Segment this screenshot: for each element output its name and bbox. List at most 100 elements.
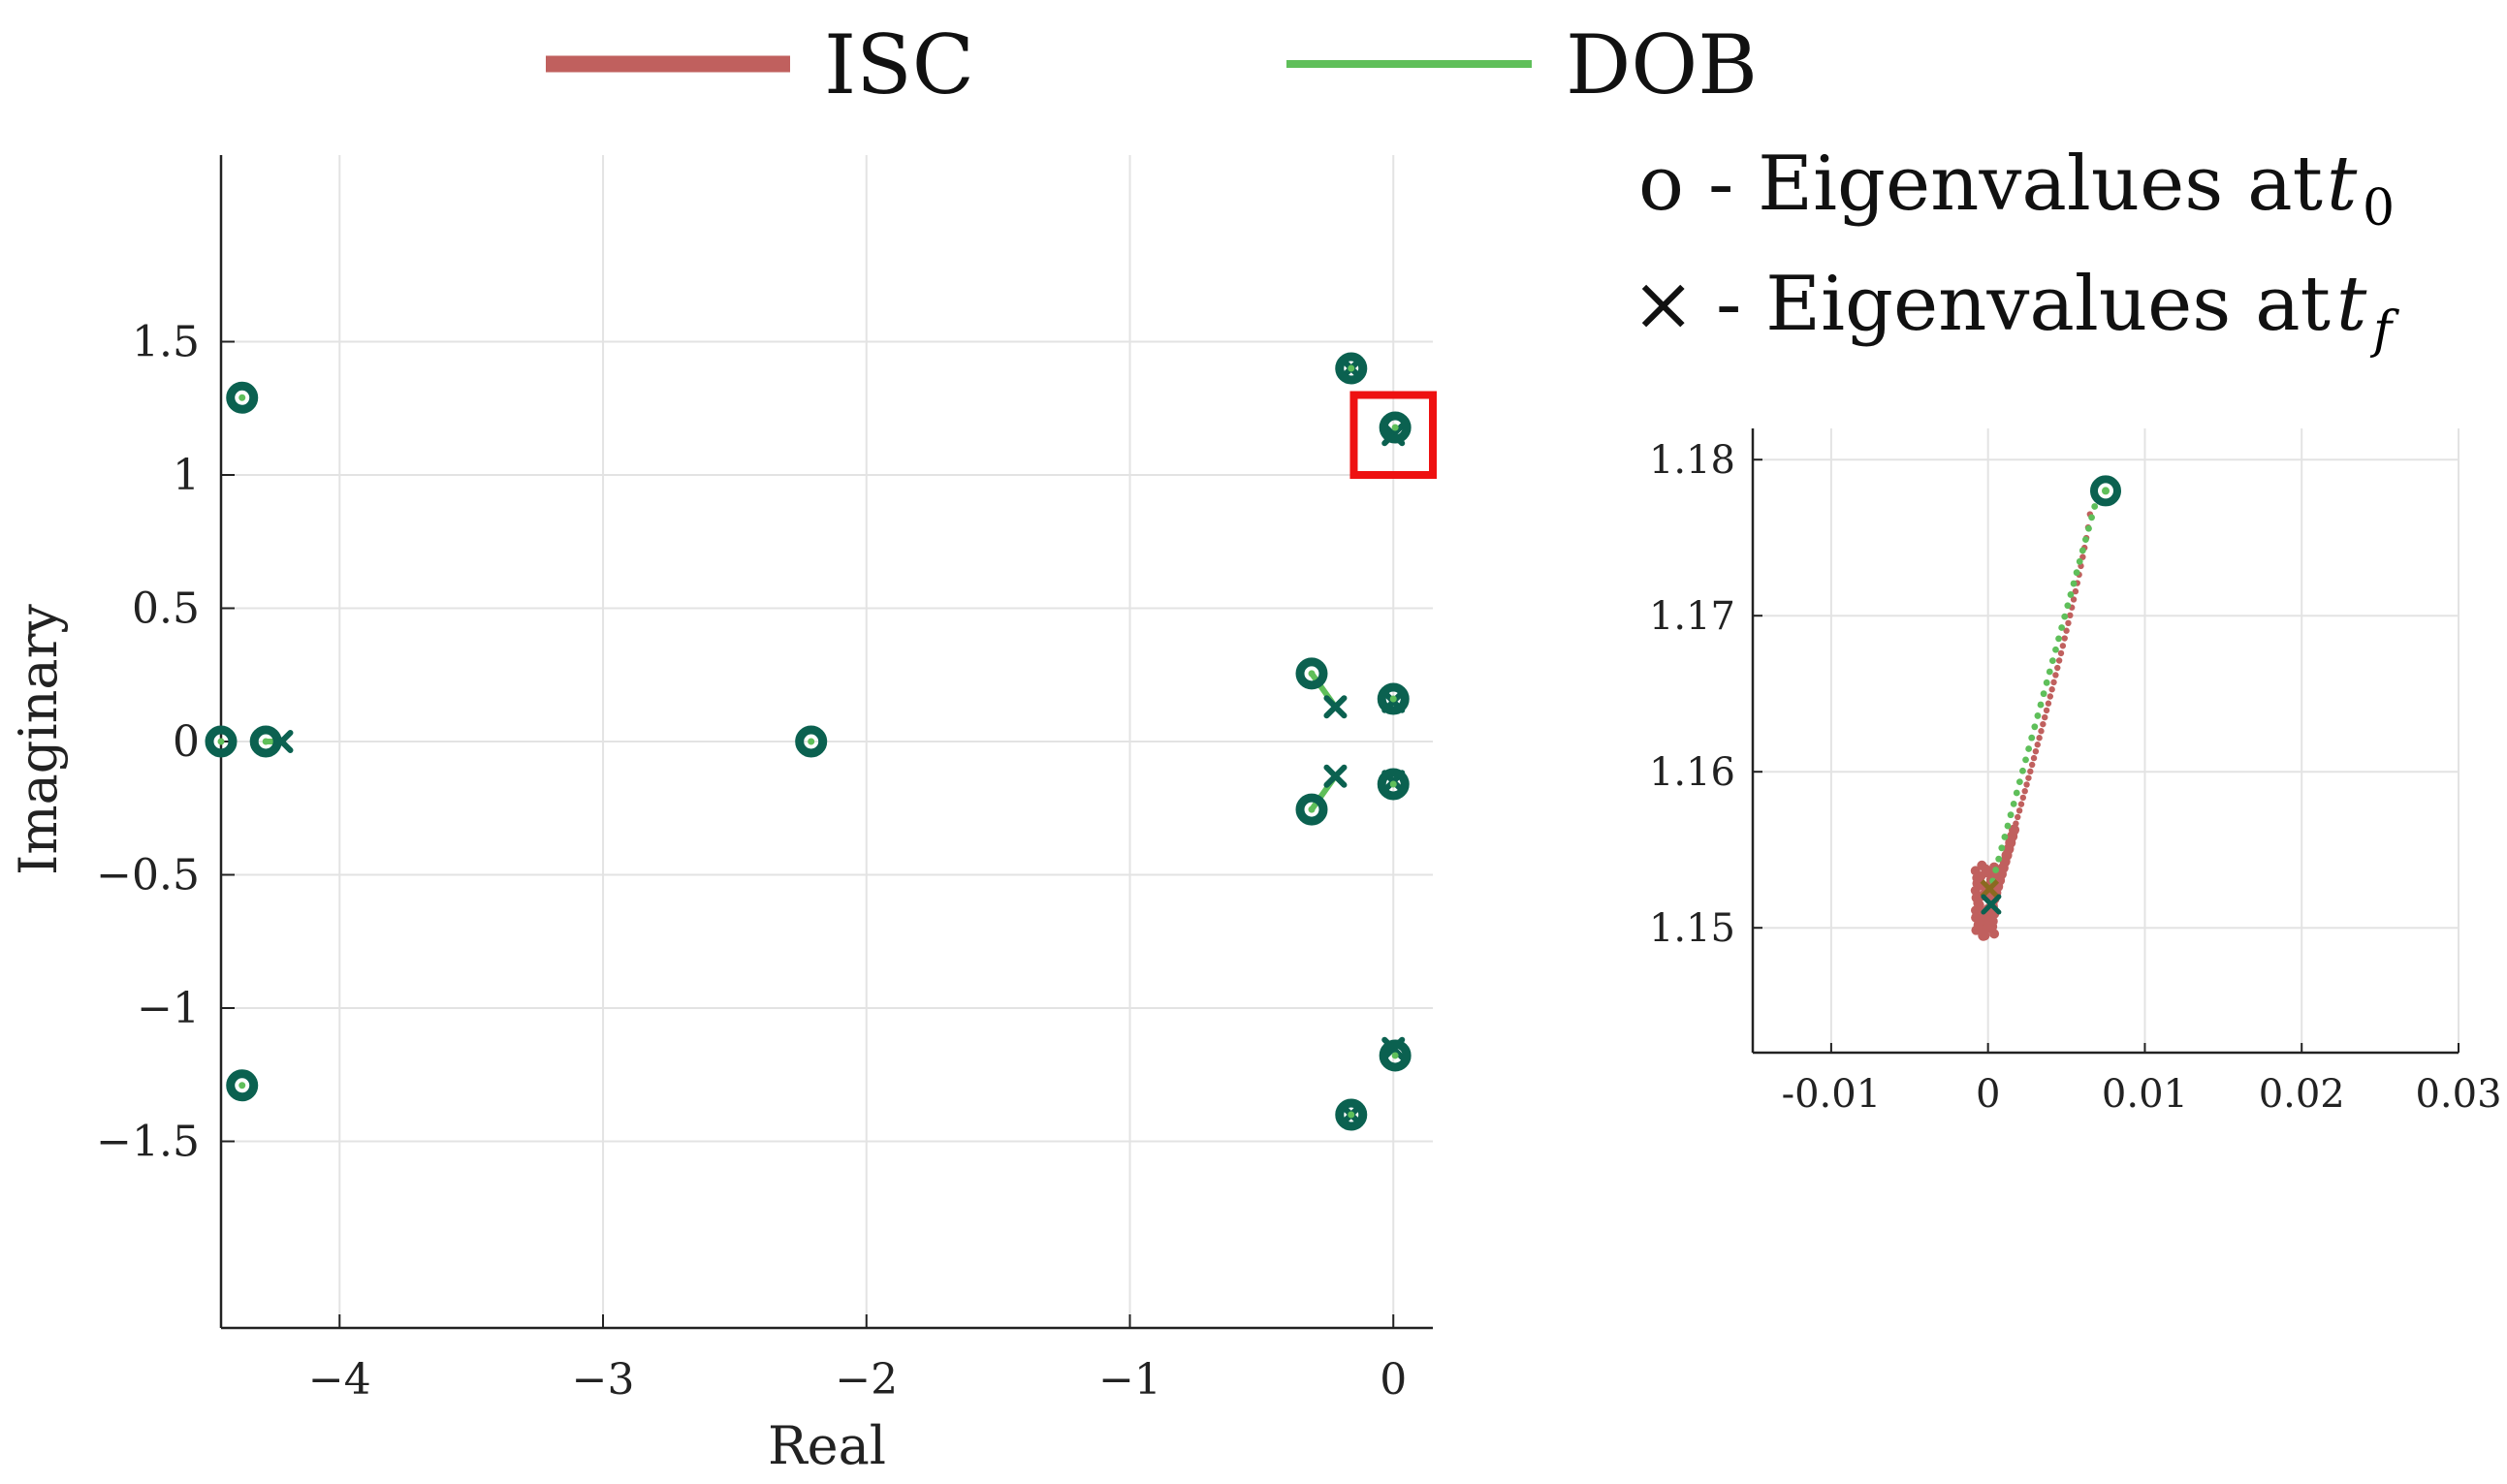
isc-trajectory-point [2065,619,2072,627]
eigenvalue-t0-marker [1379,411,1412,444]
eigenvalue-t0-center [217,738,225,745]
annotation-cross-text: - Eigenvalues at [1716,261,2331,348]
dob-trajectory-point [2048,657,2056,665]
isc-trajectory-point [2072,587,2079,595]
dob-trajectory-point [2088,514,2095,521]
isc-trajectory-point [2021,787,2028,795]
eigenvalue-t0-center [1391,424,1399,431]
isc-trajectory-point [2032,747,2040,755]
dob-trajectory-point [2070,580,2078,587]
legend-label-isc: ISC [824,17,974,112]
main-ytick-label: 1.5 [132,318,200,367]
main-ylabel: Imaginary [8,604,69,875]
eigenvalue-t0-center [1389,695,1397,703]
isc-trajectory-point [2028,761,2036,769]
isc-trajectory-point [2047,693,2054,700]
eigenvalue-t0-center [238,1082,246,1089]
dob-trajectory-point [2076,557,2083,565]
dob-trajectory-point [2034,712,2042,719]
inset-plot: -0.01 0 0.01 0.02 0.03 1.18 1.17 1.16 1.15 [1649,428,2502,1117]
dob-trajectory-point [2085,524,2092,532]
dob-trajectory-point [2010,800,2017,807]
isc-trajectory-point [2063,627,2070,634]
dob-trajectory-point [2079,547,2086,554]
dob-trajectory-point [2073,569,2080,577]
isc-trajectory-point [2019,794,2027,802]
dob-trajectory-point [2025,745,2033,752]
isc-trajectory-point [2055,657,2063,664]
eigenvalue-t0-marker [226,1069,259,1102]
isc-trajectory-point [2042,713,2048,721]
dob-trajectory-point [2091,503,2099,510]
isc-trajectory-point [2040,720,2047,728]
dob-trajectory-point [2015,778,2023,786]
eigenvalue-t0-marker [795,725,828,758]
isc-trajectory-point [2027,768,2034,775]
eigenvalue-t0-marker [1335,1098,1368,1131]
eigenvalue-t0-marker [249,725,282,758]
eigenvalue-t0-center [262,738,270,745]
main-plot: −4 −3 −2 −1 0 1.5 1 0.5 0 −0.5 −1 −1.5 Real Imagina… [8,155,1438,1476]
annotation-cross-var: t [2336,261,2367,348]
isc-trajectory-point [2023,781,2030,788]
eigenvalue-t0-center [1308,805,1316,813]
annotation-tf: × - Eigenvalues at t f [1632,261,2399,360]
eigenvalue-t0-marker [1295,657,1328,690]
inset-tf-isc-marker [1980,879,2000,899]
inset-ytick-label: 1.18 [1649,438,1735,483]
dob-trajectory-point [2067,591,2075,598]
isc-trajectory-point [2015,813,2021,821]
dob-trajectory-point [2061,613,2069,620]
isc-trajectory-point [2030,754,2038,762]
eigenvalue-t0-marker [205,725,238,758]
inset-ytick-label: 1.16 [1649,750,1735,795]
eigenvalue-t0-marker [226,381,259,414]
main-xtick-label: −2 [835,1355,898,1405]
inset-t0-marker [2090,475,2121,507]
eigenvalue-t0-center [1391,1052,1399,1059]
legend-label-dob: DOB [1566,17,1758,112]
main-xtick-label: −4 [308,1355,371,1405]
isc-trajectory-point [2025,774,2032,781]
isc-trajectory-point [2061,635,2068,642]
dob-trajectory-point [1995,855,2003,863]
isc-trajectory-point [2070,596,2078,603]
legend: ISC DOB [546,17,1758,112]
dob-trajectory-point [2037,701,2045,709]
dob-trajectory-point [2022,756,2029,764]
annotation-cross-symbol: × [1632,261,1695,348]
eigenvalue-t0-marker [1335,352,1368,385]
isc-trajectory-point [2057,649,2065,657]
annotation-circle-text: - Eigenvalues at [1708,141,2323,228]
eigenvalue-t0-center [1348,364,1355,372]
main-xtick-label: 0 [1380,1355,1407,1405]
isc-trajectory-point [2043,707,2050,714]
isc-cluster-point [1970,866,1981,876]
main-xlabel: Real [768,1415,886,1476]
inset-ytick-label: 1.17 [1649,594,1735,639]
dob-trajectory-point [2031,723,2039,731]
dob-trajectory-point [2019,767,2026,774]
isc-trajectory-point [2052,672,2059,679]
main-ytick-label: 0.5 [132,584,200,634]
isc-trajectory-point [2079,553,2086,560]
main-data [205,352,1438,1131]
eigenvalue-t0-center [808,738,815,745]
inset-tf-dob-marker [1981,894,2002,915]
eigenvalue-tf-marker [1323,695,1348,719]
main-grid [221,155,1433,1328]
dob-trajectory-point [2046,668,2053,676]
inset-grid [1753,428,2459,1053]
main-tick-labels: −4 −3 −2 −1 0 1.5 1 0.5 0 −0.5 −1 −1.5 [96,318,1407,1405]
eigenvalue-t0-marker [1379,1039,1412,1072]
isc-trajectory-point [2038,728,2045,735]
annotation-t0: o - Eigenvalues at t 0 [1638,141,2395,237]
dob-trajectory-point [2013,789,2020,797]
isc-cluster-point [1977,860,1987,870]
eigenvalue-t0-marker [1377,682,1410,715]
dob-trajectory-point [2028,734,2036,742]
eigenvalue-t0-center [1308,670,1316,678]
main-ytick-label: −1 [137,984,200,1033]
eigenvalue-t0-marker [1295,793,1328,826]
isc-trajectory-point [2054,664,2061,672]
